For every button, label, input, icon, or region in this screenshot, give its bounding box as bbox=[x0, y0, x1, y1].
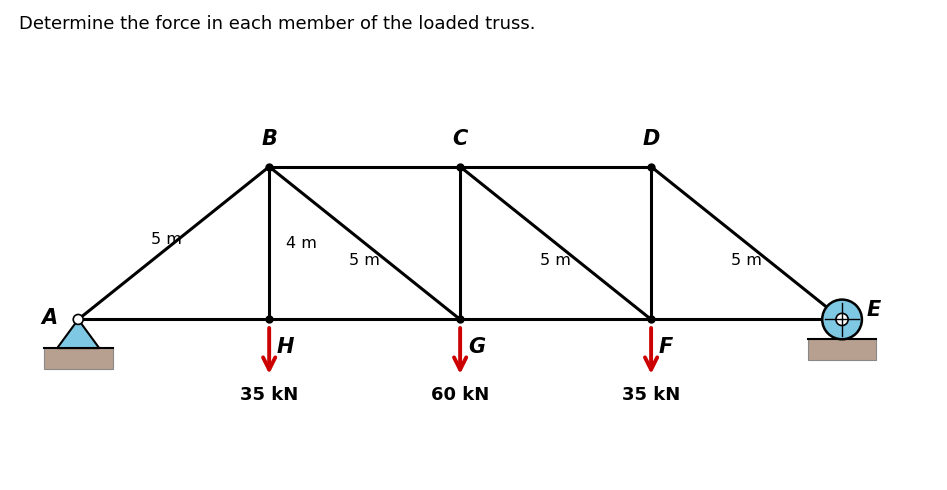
Text: 5 m: 5 m bbox=[151, 232, 182, 247]
Text: H: H bbox=[277, 337, 295, 357]
Text: G: G bbox=[468, 337, 485, 357]
Text: B: B bbox=[261, 129, 277, 149]
Text: 35 kN: 35 kN bbox=[240, 386, 298, 404]
Circle shape bbox=[822, 299, 862, 339]
Text: 5 m: 5 m bbox=[540, 253, 571, 268]
Text: A: A bbox=[41, 308, 57, 327]
Text: 5 m: 5 m bbox=[349, 253, 380, 268]
Circle shape bbox=[836, 313, 849, 325]
Text: C: C bbox=[453, 129, 468, 149]
Text: 35 kN: 35 kN bbox=[622, 386, 680, 404]
Text: 4 m: 4 m bbox=[286, 236, 317, 250]
Text: 60 kN: 60 kN bbox=[431, 386, 490, 404]
Polygon shape bbox=[808, 339, 876, 360]
Polygon shape bbox=[57, 319, 99, 348]
Text: Determine the force in each member of the loaded truss.: Determine the force in each member of th… bbox=[19, 15, 535, 33]
Text: 5 m: 5 m bbox=[731, 253, 762, 268]
Circle shape bbox=[73, 315, 83, 324]
Text: D: D bbox=[642, 129, 660, 149]
Text: F: F bbox=[659, 337, 673, 357]
Text: E: E bbox=[867, 300, 881, 320]
Polygon shape bbox=[44, 348, 113, 369]
